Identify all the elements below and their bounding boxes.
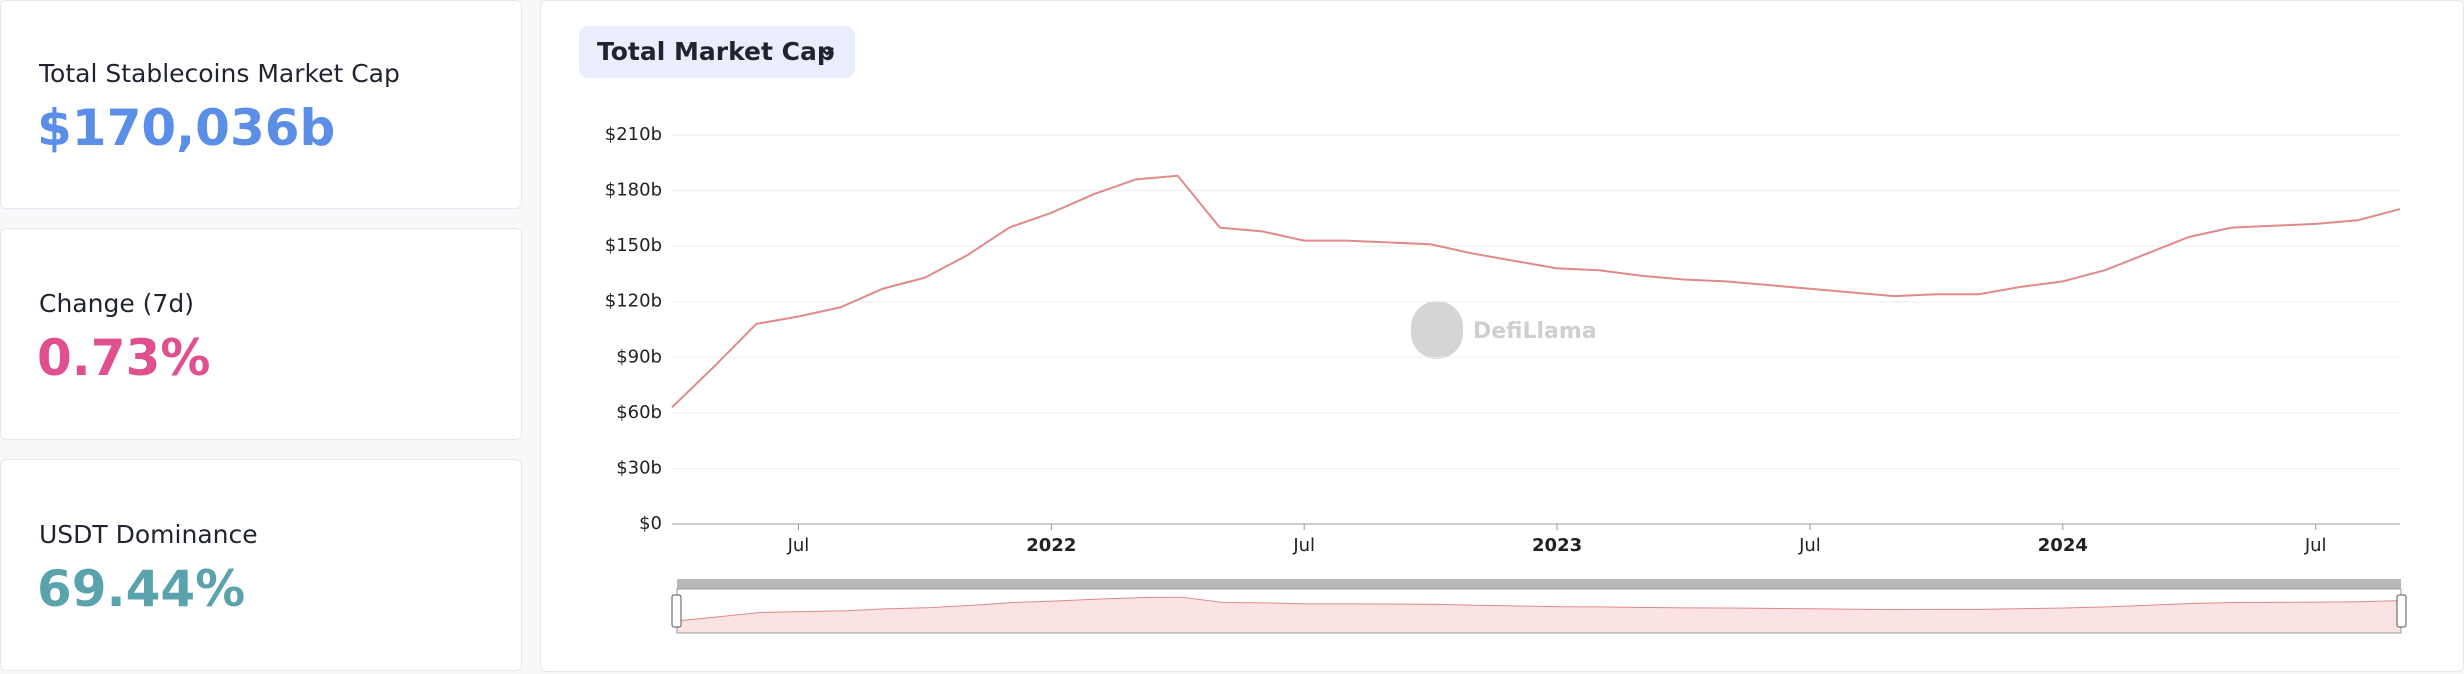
y-tick-label: $180b [605,180,662,201]
y-tick-label: $30b [616,457,662,478]
chevron[interactable] [819,46,835,58]
x-tick-label: Jul [2304,535,2327,556]
y-tick-label: $0 [639,513,662,534]
stat-card: Total Stablecoins Market Cap $170,036b [0,0,522,209]
x-tick-label: 2024 [2038,535,2088,556]
slider-handle[interactable] [2396,594,2407,628]
stat-label: USDT Dominance [39,520,258,549]
y-tick-label: $90b [616,346,662,367]
stat-card: USDT Dominance 69.44% [0,459,522,671]
stat-label: Total Stablecoins Market Cap [39,59,400,88]
x-tick-label: 2023 [1532,535,1582,556]
dropdown[interactable]: Total Market Cap [579,26,855,78]
x-tick-label: Jul [1292,535,1315,556]
chart: DefiLlama $0 $30b $60b $90b $120b $150b $180b $… [605,124,2407,634]
watermark: DefiLlama [1411,301,1597,359]
stat-card: Change (7d) 0.73% [0,228,522,440]
stat-label: Change (7d) [39,289,194,318]
dropdown-label[interactable]: Total Market Cap [597,37,835,66]
x-tick-label: Jul [787,535,810,556]
y-tick-label: $210b [605,124,662,145]
line [671,174,2401,409]
watermark-text: DefiLlama [1473,319,1597,344]
chart-panel: Total Market Cap DefiLlama $0 $30b $60b $90… [540,0,2464,672]
slider-preview [676,596,2402,634]
y-tick-label: $150b [605,235,662,256]
x-tick-label: 2022 [1026,535,1076,556]
stat-value: 69.44% [37,560,246,618]
slider-handle[interactable] [671,594,682,628]
slider-bar[interactable] [677,579,2401,589]
y-tick-label: $120b [605,291,662,312]
stat-value: $170,036b [37,99,336,157]
y-tick-label: $60b [616,402,662,423]
stat-value: 0.73% [37,329,211,387]
x-tick-label: Jul [1798,535,1821,556]
